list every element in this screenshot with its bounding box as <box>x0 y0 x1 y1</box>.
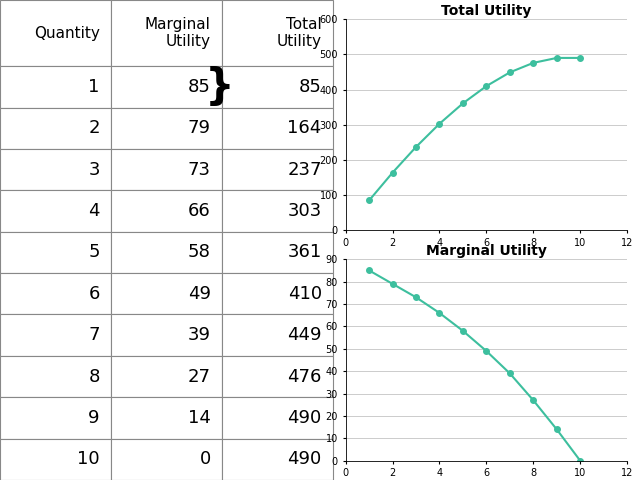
Title: Marginal Utility: Marginal Utility <box>426 244 547 258</box>
Title: Total Utility: Total Utility <box>441 4 532 18</box>
Text: }: } <box>205 66 234 108</box>
